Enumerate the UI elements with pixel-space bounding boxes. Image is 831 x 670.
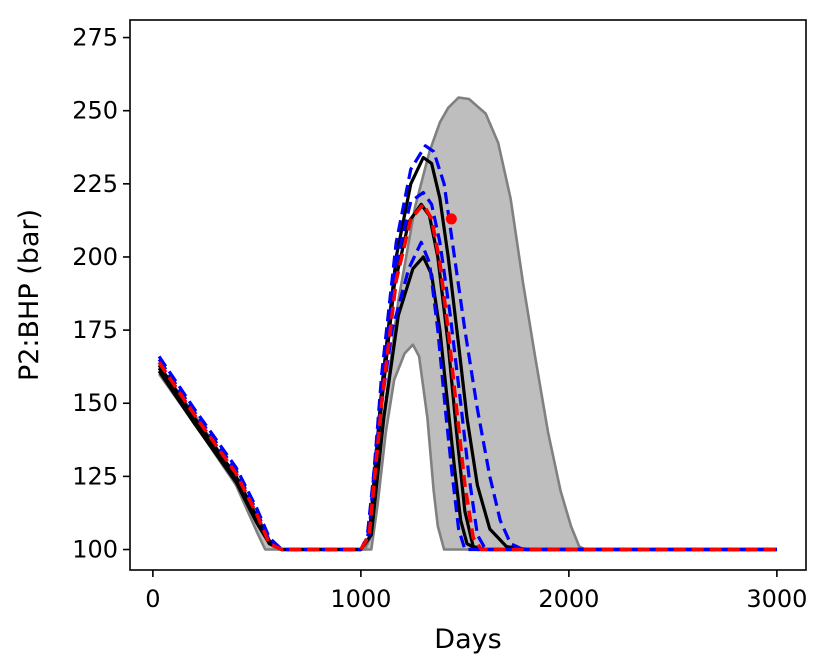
x-axis-ticks: 0 1000 2000 3000 [145, 570, 807, 613]
y-axis-ticks: 100 125 150 175 200 225 250 275 [72, 24, 130, 564]
series-line-red-7 [157, 202, 777, 552]
y-tick-label-200: 200 [72, 243, 118, 271]
plot-frame [129, 19, 807, 571]
x-tick-label-1000: 1000 [330, 585, 391, 613]
plot-area [157, 96, 777, 552]
series-line-blue-4 [157, 144, 777, 552]
y-tick-label-175: 175 [72, 316, 118, 344]
envelope-lower-edge [158, 343, 777, 551]
y-tick-label-250: 250 [72, 97, 118, 125]
y-tick-label-225: 225 [72, 170, 118, 198]
y-tick-label-150: 150 [72, 389, 118, 417]
x-axis-label: Days [434, 624, 501, 655]
y-tick-label-275: 275 [72, 24, 118, 52]
x-tick-label-2000: 2000 [538, 585, 599, 613]
y-axis-label: P2:BHP (bar) [14, 209, 45, 381]
y-tick-label-125: 125 [72, 462, 118, 490]
y-tick-label-100: 100 [72, 536, 118, 564]
series-line-black-3 [157, 255, 777, 552]
x-tick-label-3000: 3000 [746, 585, 807, 613]
observed-point-1 [445, 213, 457, 225]
x-tick-label-0: 0 [145, 585, 160, 613]
ensemble-envelope-fill [159, 97, 777, 550]
